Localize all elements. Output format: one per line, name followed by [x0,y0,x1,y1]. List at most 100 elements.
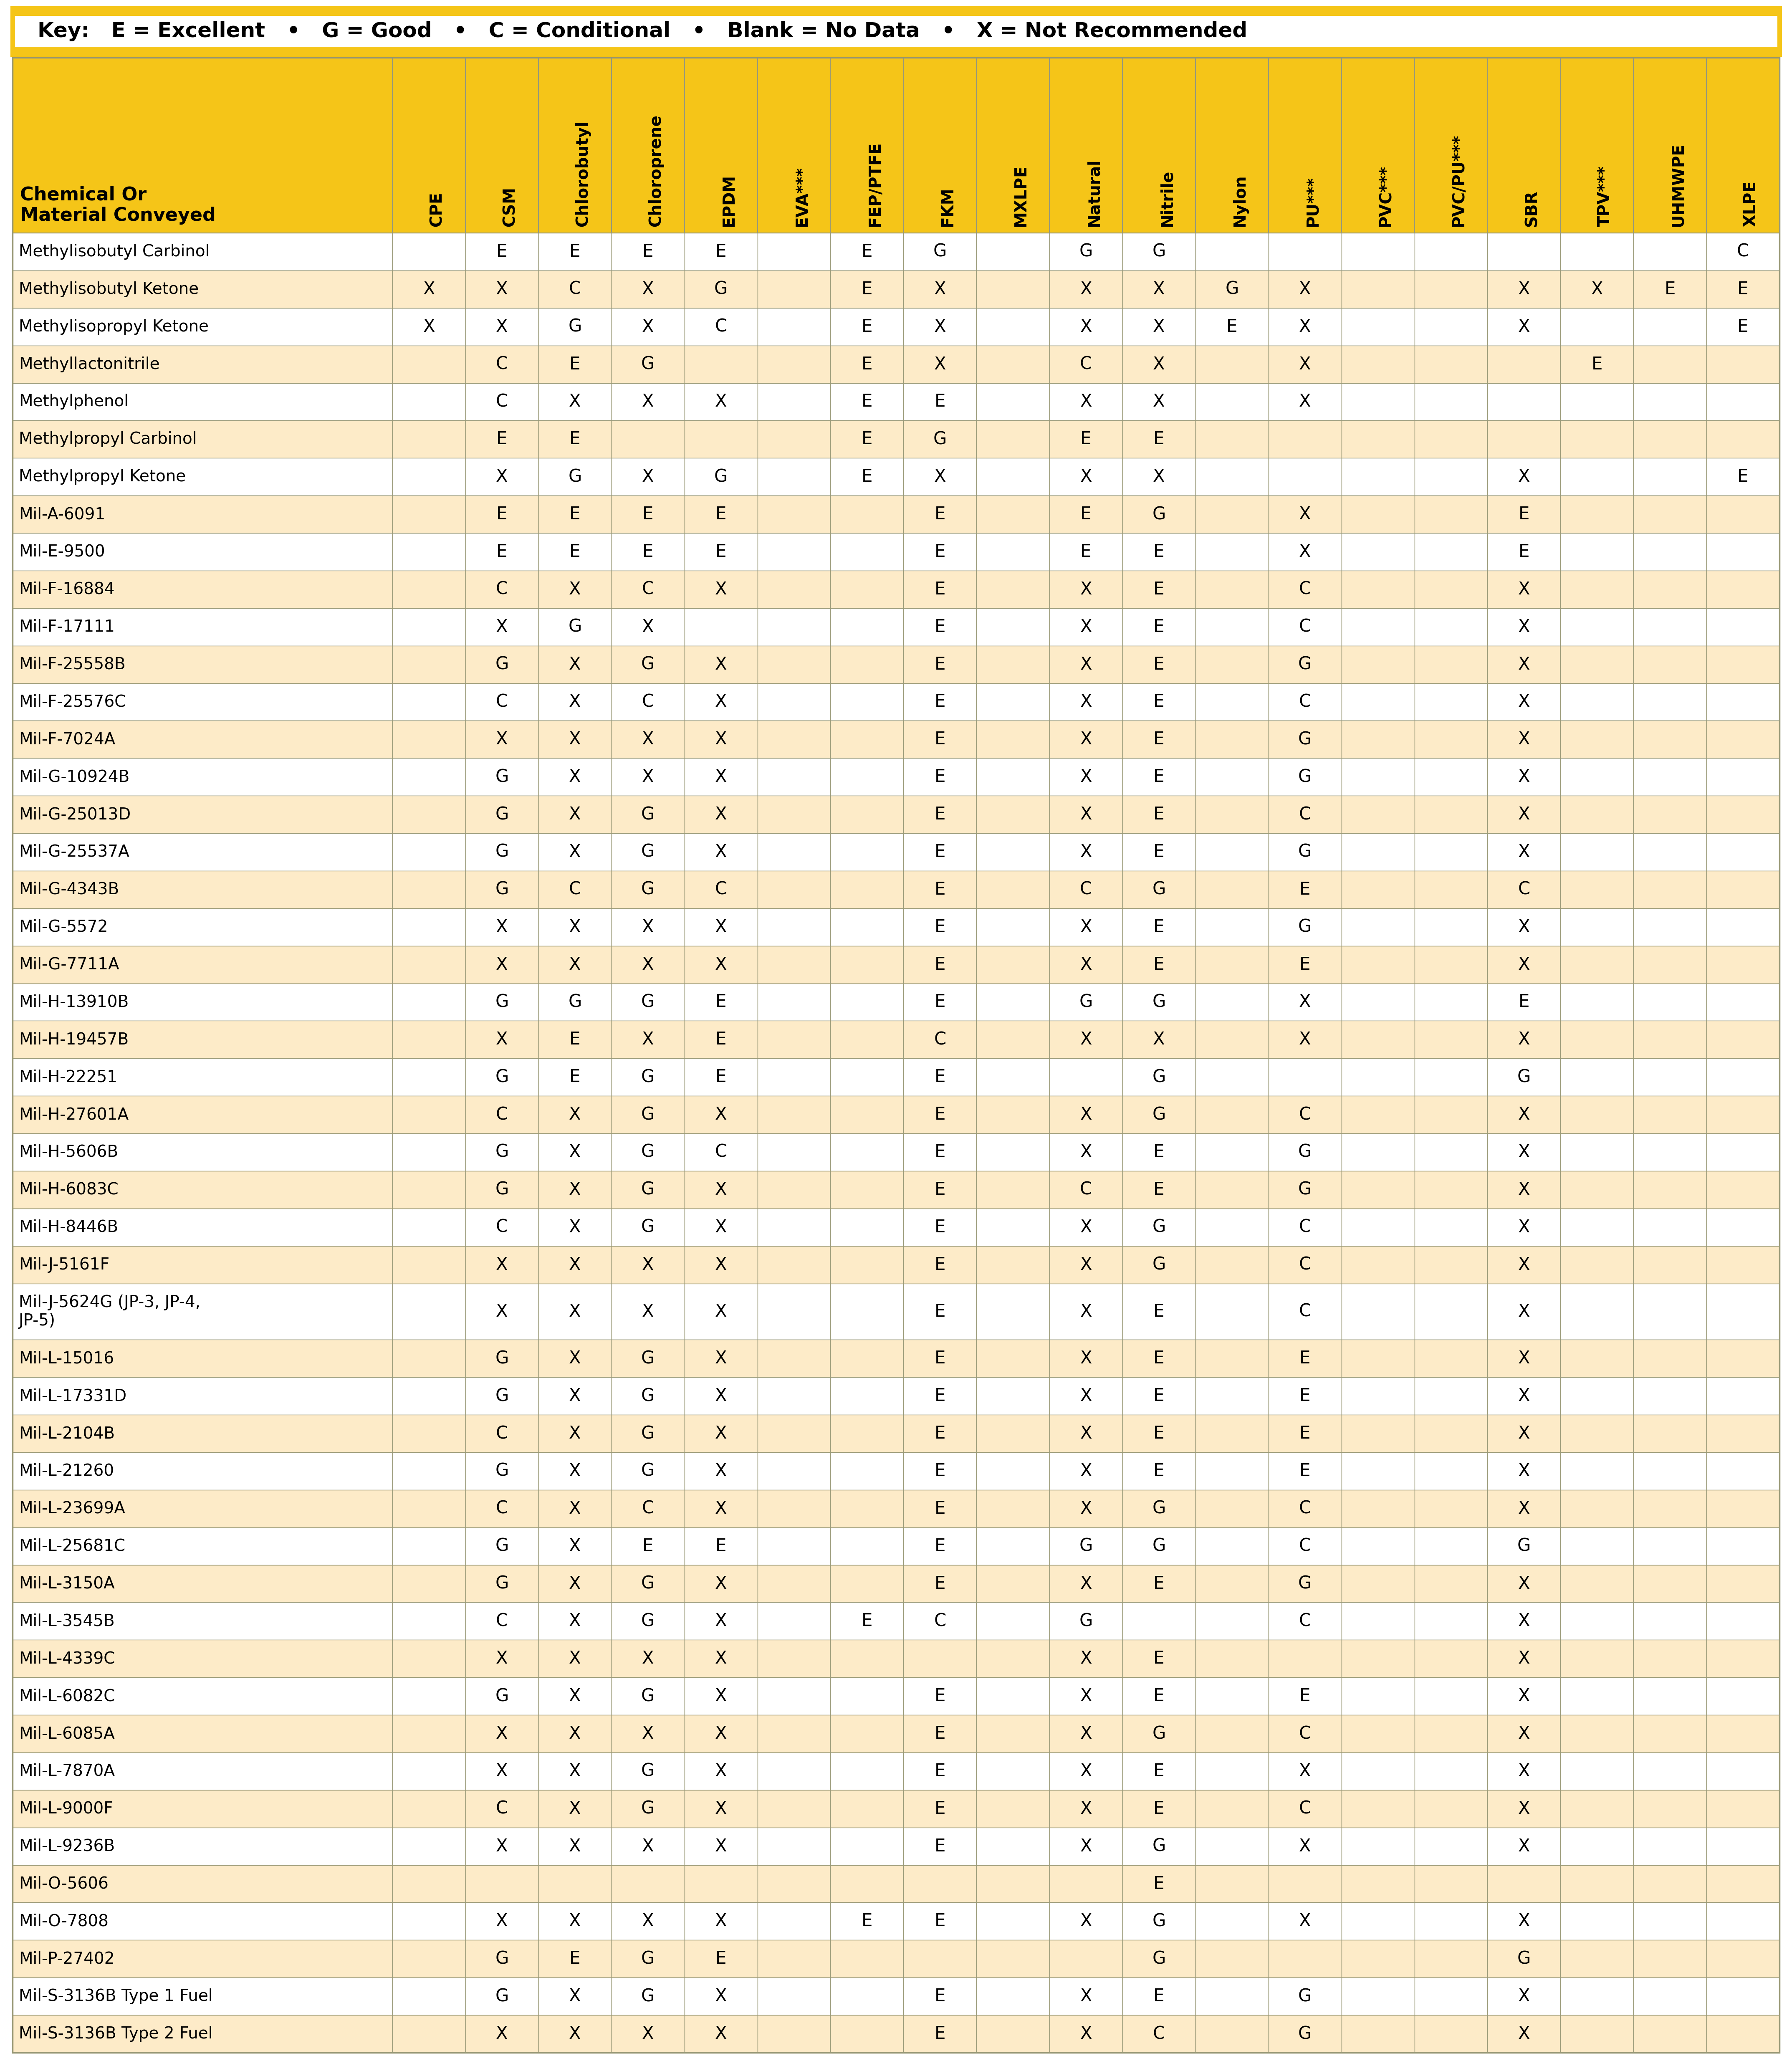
Bar [466,1059,538,1096]
Bar [1561,383,1634,420]
Bar [977,270,1050,307]
Text: G: G [495,1463,509,1480]
Bar [1342,1641,1414,1678]
Bar [758,495,830,534]
Text: E: E [934,1144,946,1160]
Bar [1561,1096,1634,1134]
Text: Mil-H-5606B: Mil-H-5606B [18,1144,118,1160]
Bar [830,383,903,420]
Bar [1050,1284,1122,1340]
Bar [611,1096,685,1134]
Text: X: X [1081,394,1091,410]
Text: G: G [1152,1838,1165,1855]
Text: X: X [1081,1575,1091,1593]
Bar [1487,1902,1561,1939]
Bar [685,721,758,758]
Text: E: E [1154,1350,1165,1366]
Bar [1050,1453,1122,1490]
Bar [903,1453,977,1490]
Text: E: E [570,1950,581,1968]
Bar [977,495,1050,534]
Text: Chlorobutyl: Chlorobutyl [575,120,591,227]
Bar [1269,1715,1342,1752]
Bar [466,233,538,270]
Text: X: X [1518,769,1530,785]
Bar [1342,420,1414,458]
Text: G: G [1297,655,1312,674]
Text: X: X [1081,468,1091,486]
Bar [830,909,903,946]
Bar [1414,1865,1487,1902]
Bar [977,571,1050,608]
Bar [611,1208,685,1247]
Bar [1050,1865,1122,1902]
Bar [1414,1678,1487,1715]
Bar [685,458,758,495]
Bar [1195,534,1269,571]
Text: X: X [715,692,728,711]
Bar [977,1096,1050,1134]
Bar [466,1171,538,1208]
Bar [977,1979,1050,2016]
Bar [13,833,392,872]
Bar [977,1453,1050,1490]
Bar [538,1171,611,1208]
Text: X: X [715,1799,728,1818]
Text: E: E [934,919,946,936]
Text: E: E [1154,655,1165,674]
Text: Nitrile: Nitrile [1159,169,1176,227]
Text: E: E [715,1950,726,1968]
Text: Mil-L-6085A: Mil-L-6085A [18,1725,115,1742]
Bar [830,1752,903,1791]
Bar [1342,2016,1414,2053]
Bar [977,1601,1050,1641]
Bar [13,495,392,534]
Bar [1269,458,1342,495]
Bar [611,758,685,796]
Text: X: X [1518,1688,1530,1704]
Bar [13,1641,392,1678]
Bar [903,1527,977,1564]
Bar [977,608,1050,645]
Text: X: X [496,1255,507,1274]
Bar [1050,1601,1122,1641]
Bar [611,458,685,495]
Bar [1342,1678,1414,1715]
Text: E: E [1154,769,1165,785]
Text: E: E [496,544,507,561]
Bar [1122,1715,1195,1752]
Bar [1195,682,1269,721]
Bar [1050,1490,1122,1527]
Bar [1122,721,1195,758]
Text: X: X [570,1303,581,1321]
Bar [538,1020,611,1059]
Bar [611,1490,685,1527]
Bar [1195,458,1269,495]
Text: C: C [934,1612,946,1630]
Bar [1414,608,1487,645]
Text: X: X [1518,1144,1530,1160]
Text: X: X [1518,919,1530,936]
Bar [1342,1752,1414,1791]
Text: X: X [934,468,946,486]
Bar [538,346,611,383]
Bar [392,346,466,383]
Text: Mil-L-9236B: Mil-L-9236B [18,1838,115,1855]
Text: C: C [715,880,728,899]
Text: E: E [1154,1181,1165,1197]
Text: X: X [570,1612,581,1630]
Bar [685,758,758,796]
Bar [1487,1828,1561,1865]
Bar [1269,909,1342,946]
Text: X: X [496,919,507,936]
Text: X: X [570,1424,581,1443]
Bar [1487,1453,1561,1490]
Bar [1050,1020,1122,1059]
Text: C: C [496,1424,507,1443]
Bar [977,1939,1050,1979]
Bar [685,1414,758,1453]
Text: X: X [570,1575,581,1593]
Bar [1050,495,1122,534]
Bar [1414,1752,1487,1791]
Bar [611,534,685,571]
